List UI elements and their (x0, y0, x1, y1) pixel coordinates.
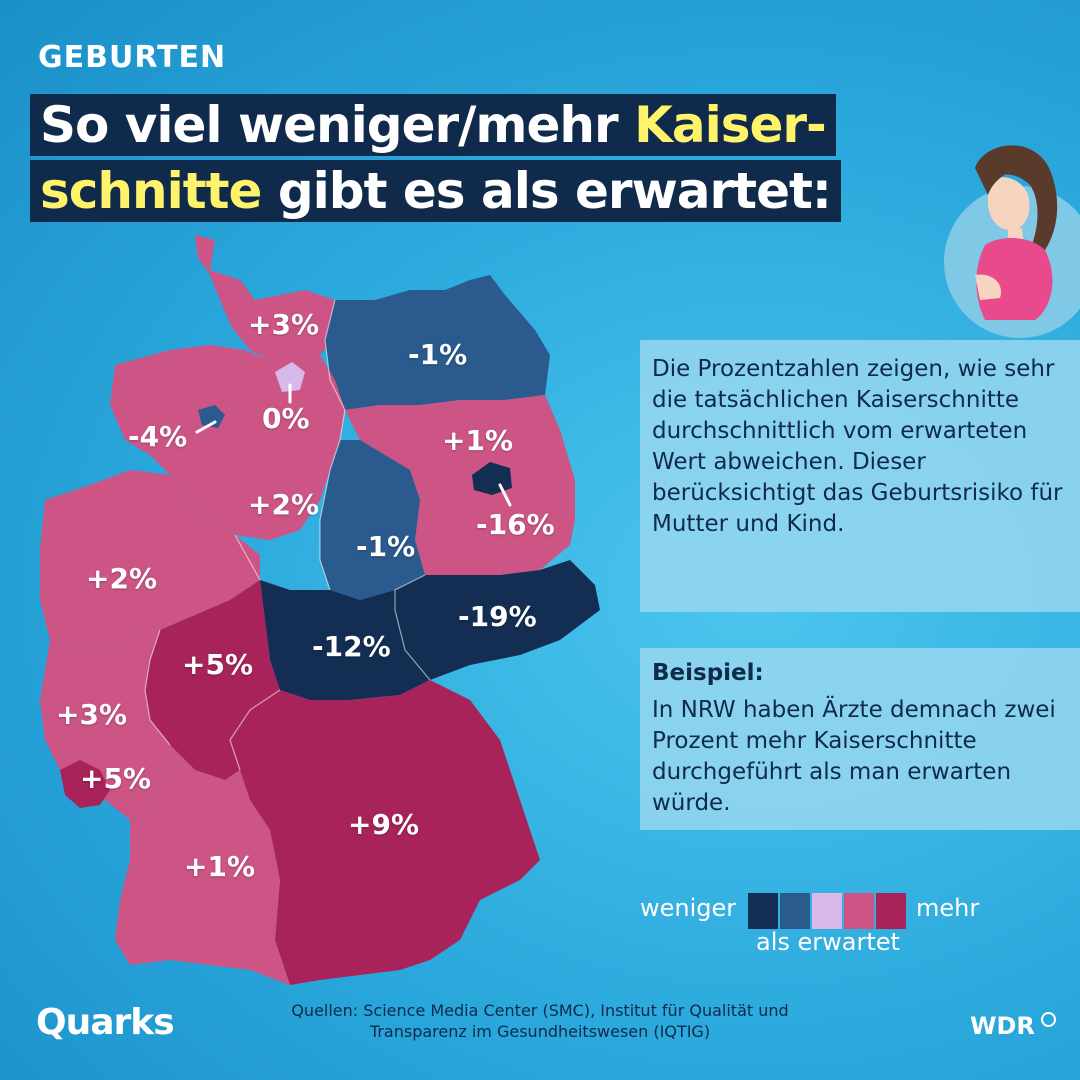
legend-swatch-5 (876, 893, 906, 929)
region-niedersachsen (110, 345, 345, 540)
title-line-1: So viel weniger/mehr Kaiser- (30, 94, 836, 156)
region-brandenburg (345, 395, 575, 575)
map-label-nordrhein-westfalen: +2% (86, 562, 157, 595)
region-saarland (60, 760, 110, 808)
map-label-berlin: -16% (476, 508, 555, 541)
region-nordrhein-westfalen (40, 470, 260, 655)
example-heading: Beispiel: (652, 660, 764, 686)
source-note: Quellen: Science Media Center (SMC), Ins… (240, 1000, 840, 1042)
map-label-hamburg: 0% (262, 402, 310, 435)
leader-lines (195, 383, 512, 507)
wdr-registered-icon (1041, 1012, 1056, 1027)
legend-subtitle: als erwartet (756, 928, 900, 956)
info-description-text: Die Prozentzahlen zeigen, wie sehr die t… (652, 356, 1063, 537)
map-label-baden-wuerttemberg: +1% (184, 850, 255, 883)
region-bayern (230, 680, 540, 985)
region-schleswig-holstein (195, 235, 340, 370)
region-mecklenburg-vorpommern (325, 275, 550, 410)
map-label-niedersachsen: +2% (248, 488, 319, 521)
region-thueringen (260, 580, 430, 700)
title-highlight: schnitte (40, 162, 262, 220)
legend-swatch-2 (780, 893, 810, 929)
quarks-logo: Quarks (36, 1002, 175, 1043)
region-bremen (198, 405, 225, 428)
title-highlight: Kaiser- (634, 96, 827, 154)
legend-label-more: mehr (916, 894, 980, 922)
map-label-hessen: +5% (182, 648, 253, 681)
wdr-logo: WDR (970, 1012, 1035, 1040)
kicker: GEBURTEN (38, 40, 227, 75)
map-label-mecklenburg-vorpommern: -1% (408, 338, 468, 371)
pregnant-woman-icon (944, 145, 1080, 338)
region-sachsen (395, 560, 600, 680)
map-label-bremen: -4% (128, 420, 188, 453)
state-shapes (40, 235, 600, 985)
legend-swatch-4 (844, 893, 874, 929)
region-baden-wuerttemberg (115, 745, 290, 985)
map-label-brandenburg: +1% (442, 424, 513, 457)
map-label-saarland: +5% (80, 762, 151, 795)
legend-label-less: weniger (640, 894, 737, 922)
map-label-sachsen-anhalt: -1% (356, 530, 416, 563)
map-label-bayern: +9% (348, 808, 419, 841)
title-text: gibt es als erwartet: (261, 162, 832, 220)
info-description-box: Die Prozentzahlen zeigen, wie sehr die t… (640, 340, 1080, 612)
region-hamburg (275, 362, 305, 392)
legend-swatch-1 (748, 893, 778, 929)
map-label-sachsen: -19% (458, 600, 537, 633)
source-line-2: Transparenz im Gesundheitswesen (IQTIG) (369, 1022, 711, 1041)
example-text: In NRW haben Ärzte demnach zwei Prozent … (652, 697, 1056, 816)
legend-swatch-3 (812, 893, 842, 929)
title-line-2: schnitte gibt es als erwartet: (30, 160, 841, 222)
map-label-thueringen: -12% (312, 630, 391, 663)
source-line-1: Quellen: Science Media Center (SMC), Ins… (291, 1001, 789, 1020)
region-hessen (145, 580, 280, 780)
title-text: So viel weniger/mehr (40, 96, 635, 154)
map-label-schleswig-holstein: +3% (248, 308, 319, 341)
region-sachsen-anhalt (320, 440, 425, 600)
state-borders (144, 299, 431, 771)
map-label-rheinland-pfalz: +3% (56, 698, 127, 731)
info-example-box: Beispiel: In NRW haben Ärzte demnach zwe… (640, 648, 1080, 830)
